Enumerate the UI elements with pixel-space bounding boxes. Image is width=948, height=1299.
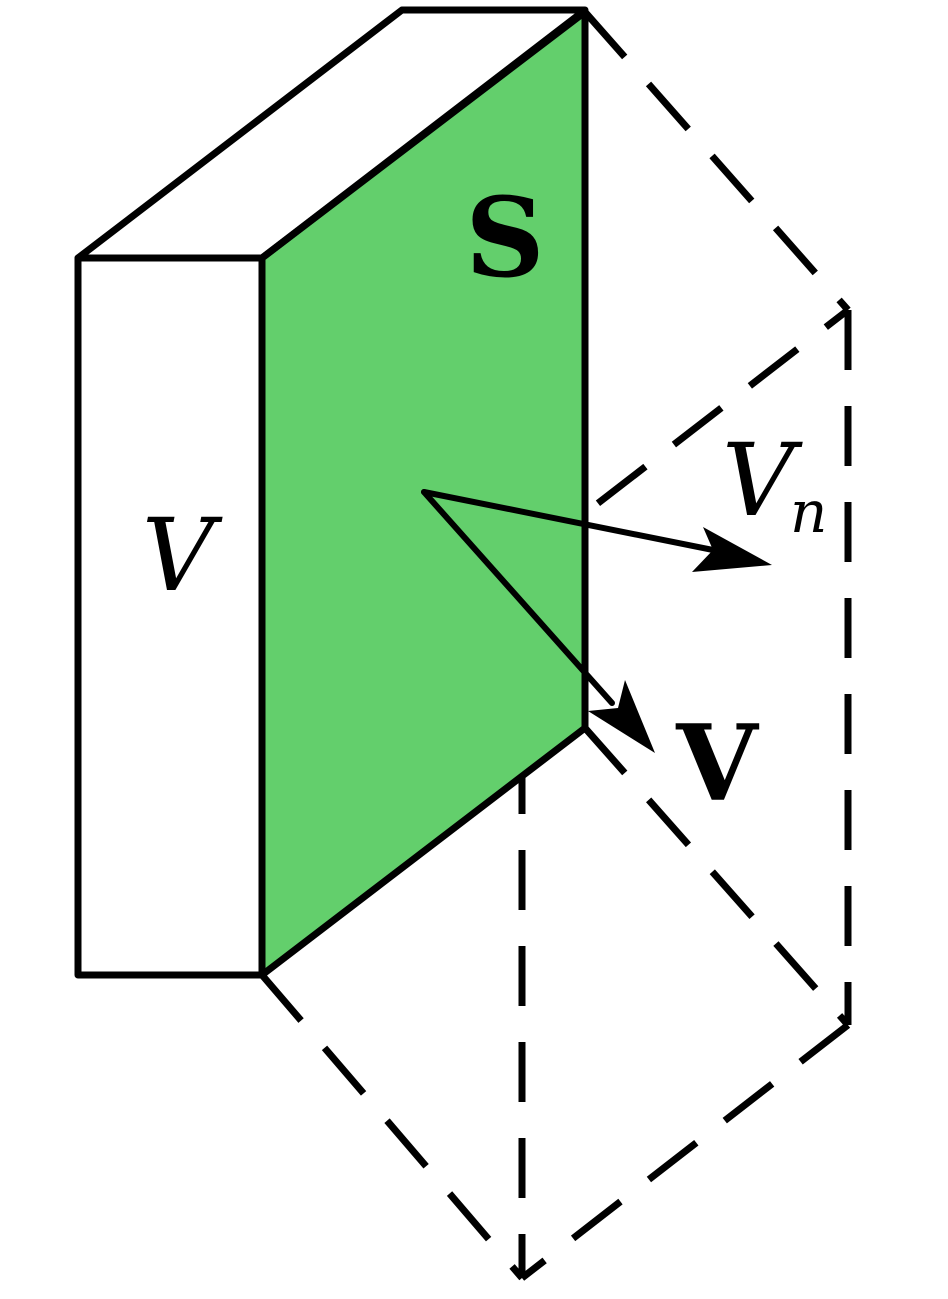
sweep-edge-bottom-left (259, 972, 525, 1281)
velocity-label: V (675, 701, 759, 825)
normal-component-vector (421, 489, 772, 572)
velocity-arrow-shaft (421, 489, 615, 706)
swept-prism-outline (259, 9, 852, 1281)
normal-arrow-shaft (421, 489, 731, 556)
volume-box (74, 6, 589, 979)
far-face-top-edge (519, 307, 851, 565)
sweep-edge-top-right (582, 9, 851, 313)
sweep-edge-bottom-right (582, 725, 851, 1028)
box-front-face (74, 254, 266, 979)
normal-arrow-head (692, 527, 772, 572)
normal-component-subscript: n (790, 478, 827, 546)
normal-component-main: V (722, 422, 803, 539)
velocity-arrow-head (588, 680, 655, 753)
normal-component-label: V n (722, 422, 827, 546)
surface-s-outline (258, 8, 589, 979)
volume-label: V (142, 497, 223, 614)
surface-label: S (465, 173, 544, 302)
far-face-bottom-edge (519, 1022, 851, 1281)
velocity-vector (421, 489, 655, 753)
